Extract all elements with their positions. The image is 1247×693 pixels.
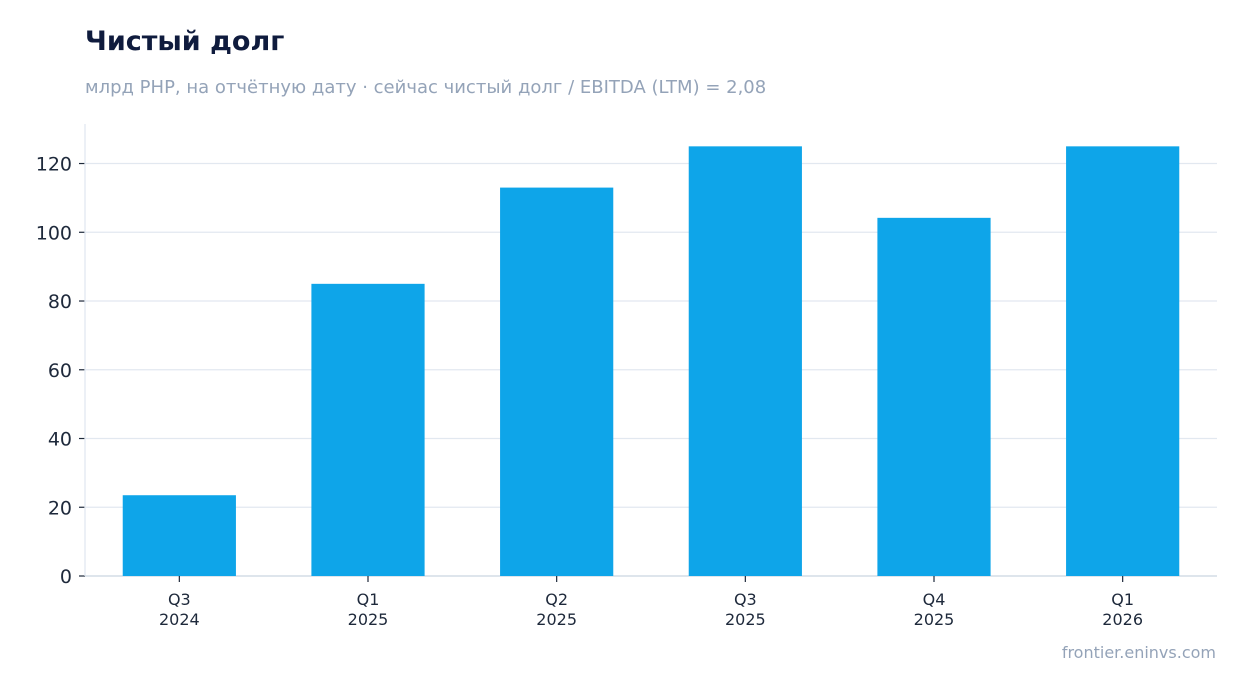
x-tick-label: 2025 — [914, 610, 955, 629]
chart-subtitle: млрд PHP, на отчётную дату · сейчас чист… — [85, 77, 767, 98]
x-tick-label: Q1 — [1111, 590, 1134, 609]
x-tick-label: Q3 — [168, 590, 191, 609]
y-tick-label: 60 — [48, 360, 72, 382]
x-tick-label: Q2 — [545, 590, 568, 609]
x-tick-label: 2025 — [725, 610, 766, 629]
bar — [500, 187, 614, 576]
x-tick-label: Q1 — [357, 590, 380, 609]
x-tick-label: 2026 — [1102, 610, 1143, 629]
y-tick-label: 0 — [60, 566, 72, 588]
source-credit: frontier.eninvs.com — [1061, 643, 1216, 662]
y-tick-label: 20 — [48, 497, 72, 519]
x-tick-label: 2025 — [348, 610, 389, 629]
bar — [877, 217, 991, 576]
bar — [122, 495, 236, 576]
x-tick-label: 2025 — [536, 610, 577, 629]
y-tick-label: 40 — [48, 429, 72, 451]
x-tick-label: 2024 — [159, 610, 200, 629]
bar — [311, 283, 425, 576]
y-tick-label: 100 — [36, 222, 72, 244]
chart-title: Чистый долг — [85, 26, 285, 57]
bar — [1066, 146, 1180, 576]
x-tick-label: Q4 — [923, 590, 946, 609]
x-tick-label: Q3 — [734, 590, 757, 609]
y-tick-label: 80 — [48, 291, 72, 313]
y-tick-label: 120 — [36, 154, 72, 176]
bar — [688, 146, 802, 576]
